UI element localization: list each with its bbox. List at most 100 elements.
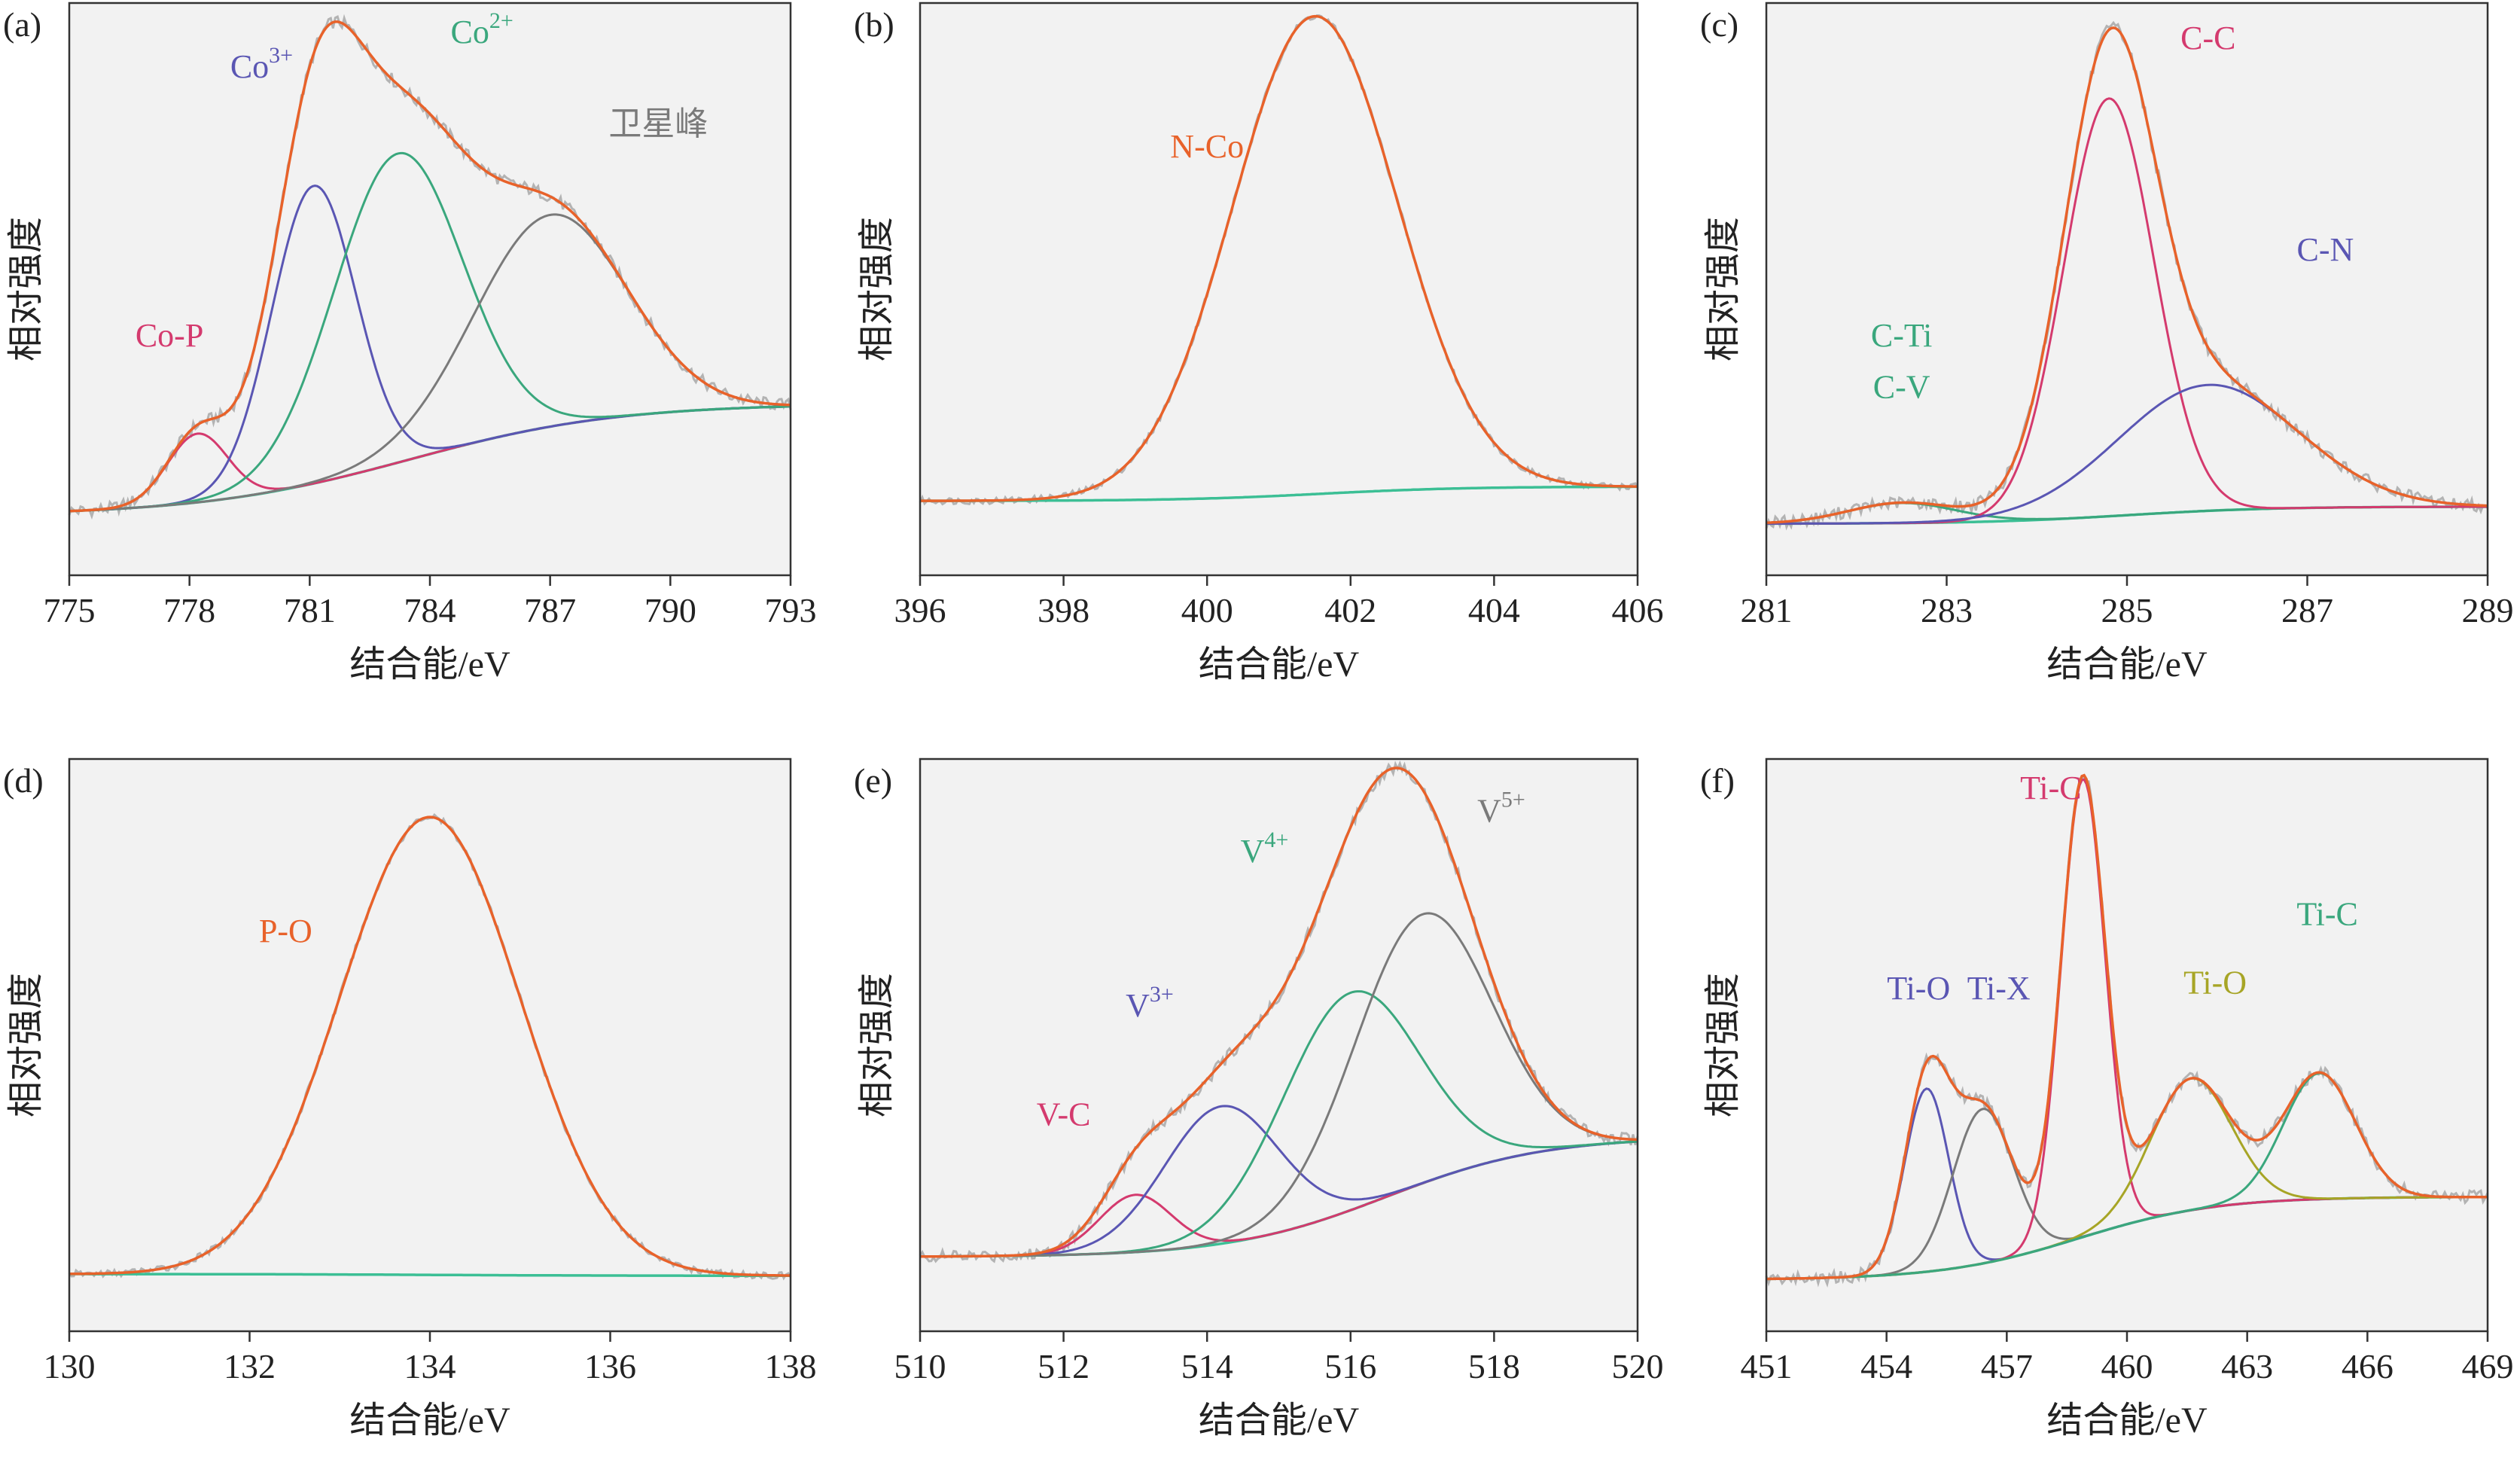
y-axis-label: 相对强度 <box>1703 973 1743 1117</box>
x-tick-label: 775 <box>44 591 96 629</box>
x-tick-label: 510 <box>894 1347 946 1385</box>
x-tick-label: 402 <box>1324 591 1376 629</box>
annotation-text: V <box>1126 987 1150 1024</box>
panel-a: 775 778 781 784 787 790 793 结合能/eV 相对强度 (a) Co-P Co… <box>3 2 817 684</box>
panel-label: (e) <box>854 761 892 800</box>
fit-peak-4 <box>920 912 1638 1258</box>
peak-annotation: Ti-O <box>1887 970 1950 1007</box>
x-tick-label: 787 <box>524 591 576 629</box>
annotation-text: C-V <box>1873 368 1930 405</box>
x-axis-label: 结合能/eV <box>349 1401 510 1440</box>
annotation-superscript: 3+ <box>269 43 293 68</box>
panel-f: 451 454 457 460 463 466 469 结合能/eV 相对强度 (f) Ti-O Ti… <box>1700 757 2514 1440</box>
x-axis-label: 结合能/eV <box>2046 1401 2208 1440</box>
annotation-text: V-C <box>1037 1096 1091 1132</box>
annotation-text: Co-P <box>136 317 203 354</box>
peak-annotation: Ti-C <box>2296 895 2358 932</box>
x-tick-label: 516 <box>1324 1347 1376 1385</box>
panel-b: 396 398 400 402 404 406 结合能/eV 相对强度 (b) N-Co <box>854 2 1664 684</box>
x-tick-label: 406 <box>1612 591 1664 629</box>
x-tick-label: 454 <box>1860 1347 1912 1385</box>
x-tick-label: 283 <box>1921 591 1973 629</box>
x-tick-label: 466 <box>2342 1347 2394 1385</box>
x-tick-label: 793 <box>765 591 817 629</box>
plot-area <box>1766 3 2488 575</box>
fit-peak-3 <box>69 151 791 513</box>
x-tick-label: 457 <box>1981 1347 2033 1385</box>
panel-e: 510 512 514 516 518 520结合能/eV相对强度(e)V-CV3+V4+… <box>854 757 1664 1440</box>
plot-frame <box>919 757 1639 1333</box>
x-tick-label: 463 <box>2221 1347 2273 1385</box>
peak-annotation: Ti-C <box>2020 770 2082 806</box>
x-tick-label: 469 <box>2462 1347 2514 1385</box>
x-axis-label: 结合能/eV <box>1199 645 1360 684</box>
panel-label: (f) <box>1700 761 1735 800</box>
x-tick-label: 520 <box>1612 1347 1664 1385</box>
x-tick-label: 790 <box>644 591 696 629</box>
annotation-text: V <box>1241 833 1265 870</box>
peak-annotation: V-C <box>1037 1096 1091 1132</box>
panel-label: (b) <box>854 5 894 44</box>
annotation-text: V <box>1477 793 1501 830</box>
x-tick-label: 132 <box>224 1347 276 1385</box>
x-tick-label: 287 <box>2281 591 2333 629</box>
plot-area <box>69 3 791 575</box>
annotation-text: Co <box>451 14 489 50</box>
peak-annotation: Co3+ <box>230 43 293 85</box>
annotation-text: Ti-X <box>1967 970 2031 1007</box>
x-tick-label: 136 <box>584 1347 636 1385</box>
fit-envelope <box>1766 26 2488 525</box>
x-tick-label: 400 <box>1181 591 1233 629</box>
x-tick-label: 130 <box>44 1347 96 1385</box>
x-tick-label: 781 <box>284 591 336 629</box>
annotation-text: Ti-O <box>1887 970 1950 1007</box>
x-tick-label: 460 <box>2101 1347 2153 1385</box>
peak-annotation: C-N <box>2297 231 2354 268</box>
peak-annotation: P-O <box>259 913 312 949</box>
peak-annotation: Ti-O <box>2183 965 2247 1001</box>
fit-envelope <box>69 20 791 513</box>
peak-annotation: 卫星峰 <box>608 105 708 142</box>
peak-annotation: V5+ <box>1477 788 1525 830</box>
panel-c: 281 283 285 287 289 结合能/eV 相对强度 (c) C-C C-N C-Ti C-… <box>1700 2 2514 684</box>
annotation-text: Co <box>230 48 269 85</box>
plot-area <box>1766 759 2488 1331</box>
annotation-text: C-C <box>2180 20 2235 56</box>
panel-label: (d) <box>3 761 44 800</box>
x-tick-label: 514 <box>1181 1347 1233 1385</box>
y-axis-label: 相对强度 <box>6 217 46 361</box>
peak-annotation: C-C <box>2180 20 2235 56</box>
peak-annotation: C-V <box>1873 368 1930 405</box>
peak-annotation: Co-P <box>136 317 203 354</box>
peak-annotation: V3+ <box>1126 982 1174 1024</box>
background-curve <box>920 485 1638 502</box>
y-axis-label: 相对强度 <box>857 217 897 361</box>
x-tick-label: 512 <box>1038 1347 1089 1385</box>
peak-annotation: V4+ <box>1241 828 1289 870</box>
fit-envelope <box>920 767 1638 1258</box>
plot-area <box>920 3 1638 575</box>
x-axis-label: 结合能/eV <box>1199 1401 1360 1440</box>
annotation-text: 卫星峰 <box>608 105 708 142</box>
x-axis-label: 结合能/eV <box>349 645 510 684</box>
x-tick-label: 281 <box>1741 591 1793 629</box>
annotation-text: C-N <box>2297 231 2354 268</box>
fit-envelope <box>69 815 791 1277</box>
x-tick-label: 134 <box>404 1347 456 1385</box>
x-tick-label: 784 <box>404 591 456 629</box>
annotation-superscript: 5+ <box>1501 788 1525 812</box>
x-tick-label: 778 <box>163 591 215 629</box>
annotation-superscript: 4+ <box>1264 828 1288 852</box>
plot-area <box>69 759 791 1331</box>
x-tick-label: 451 <box>1741 1347 1793 1385</box>
panel-d: 130 132 134 136 138 结合能/eV 相对强度 (d) P-O <box>3 757 817 1440</box>
panel-label: (a) <box>3 5 41 44</box>
peak-annotation: Ti-X <box>1967 970 2031 1007</box>
annotation-text: N-Co <box>1170 128 1244 165</box>
x-tick-label: 289 <box>2462 591 2514 629</box>
peak-annotation: N-Co <box>1170 128 1244 165</box>
x-tick-label: 138 <box>765 1347 817 1385</box>
annotation-text: Ti-C <box>2020 770 2082 806</box>
x-tick-label: 404 <box>1468 591 1520 629</box>
